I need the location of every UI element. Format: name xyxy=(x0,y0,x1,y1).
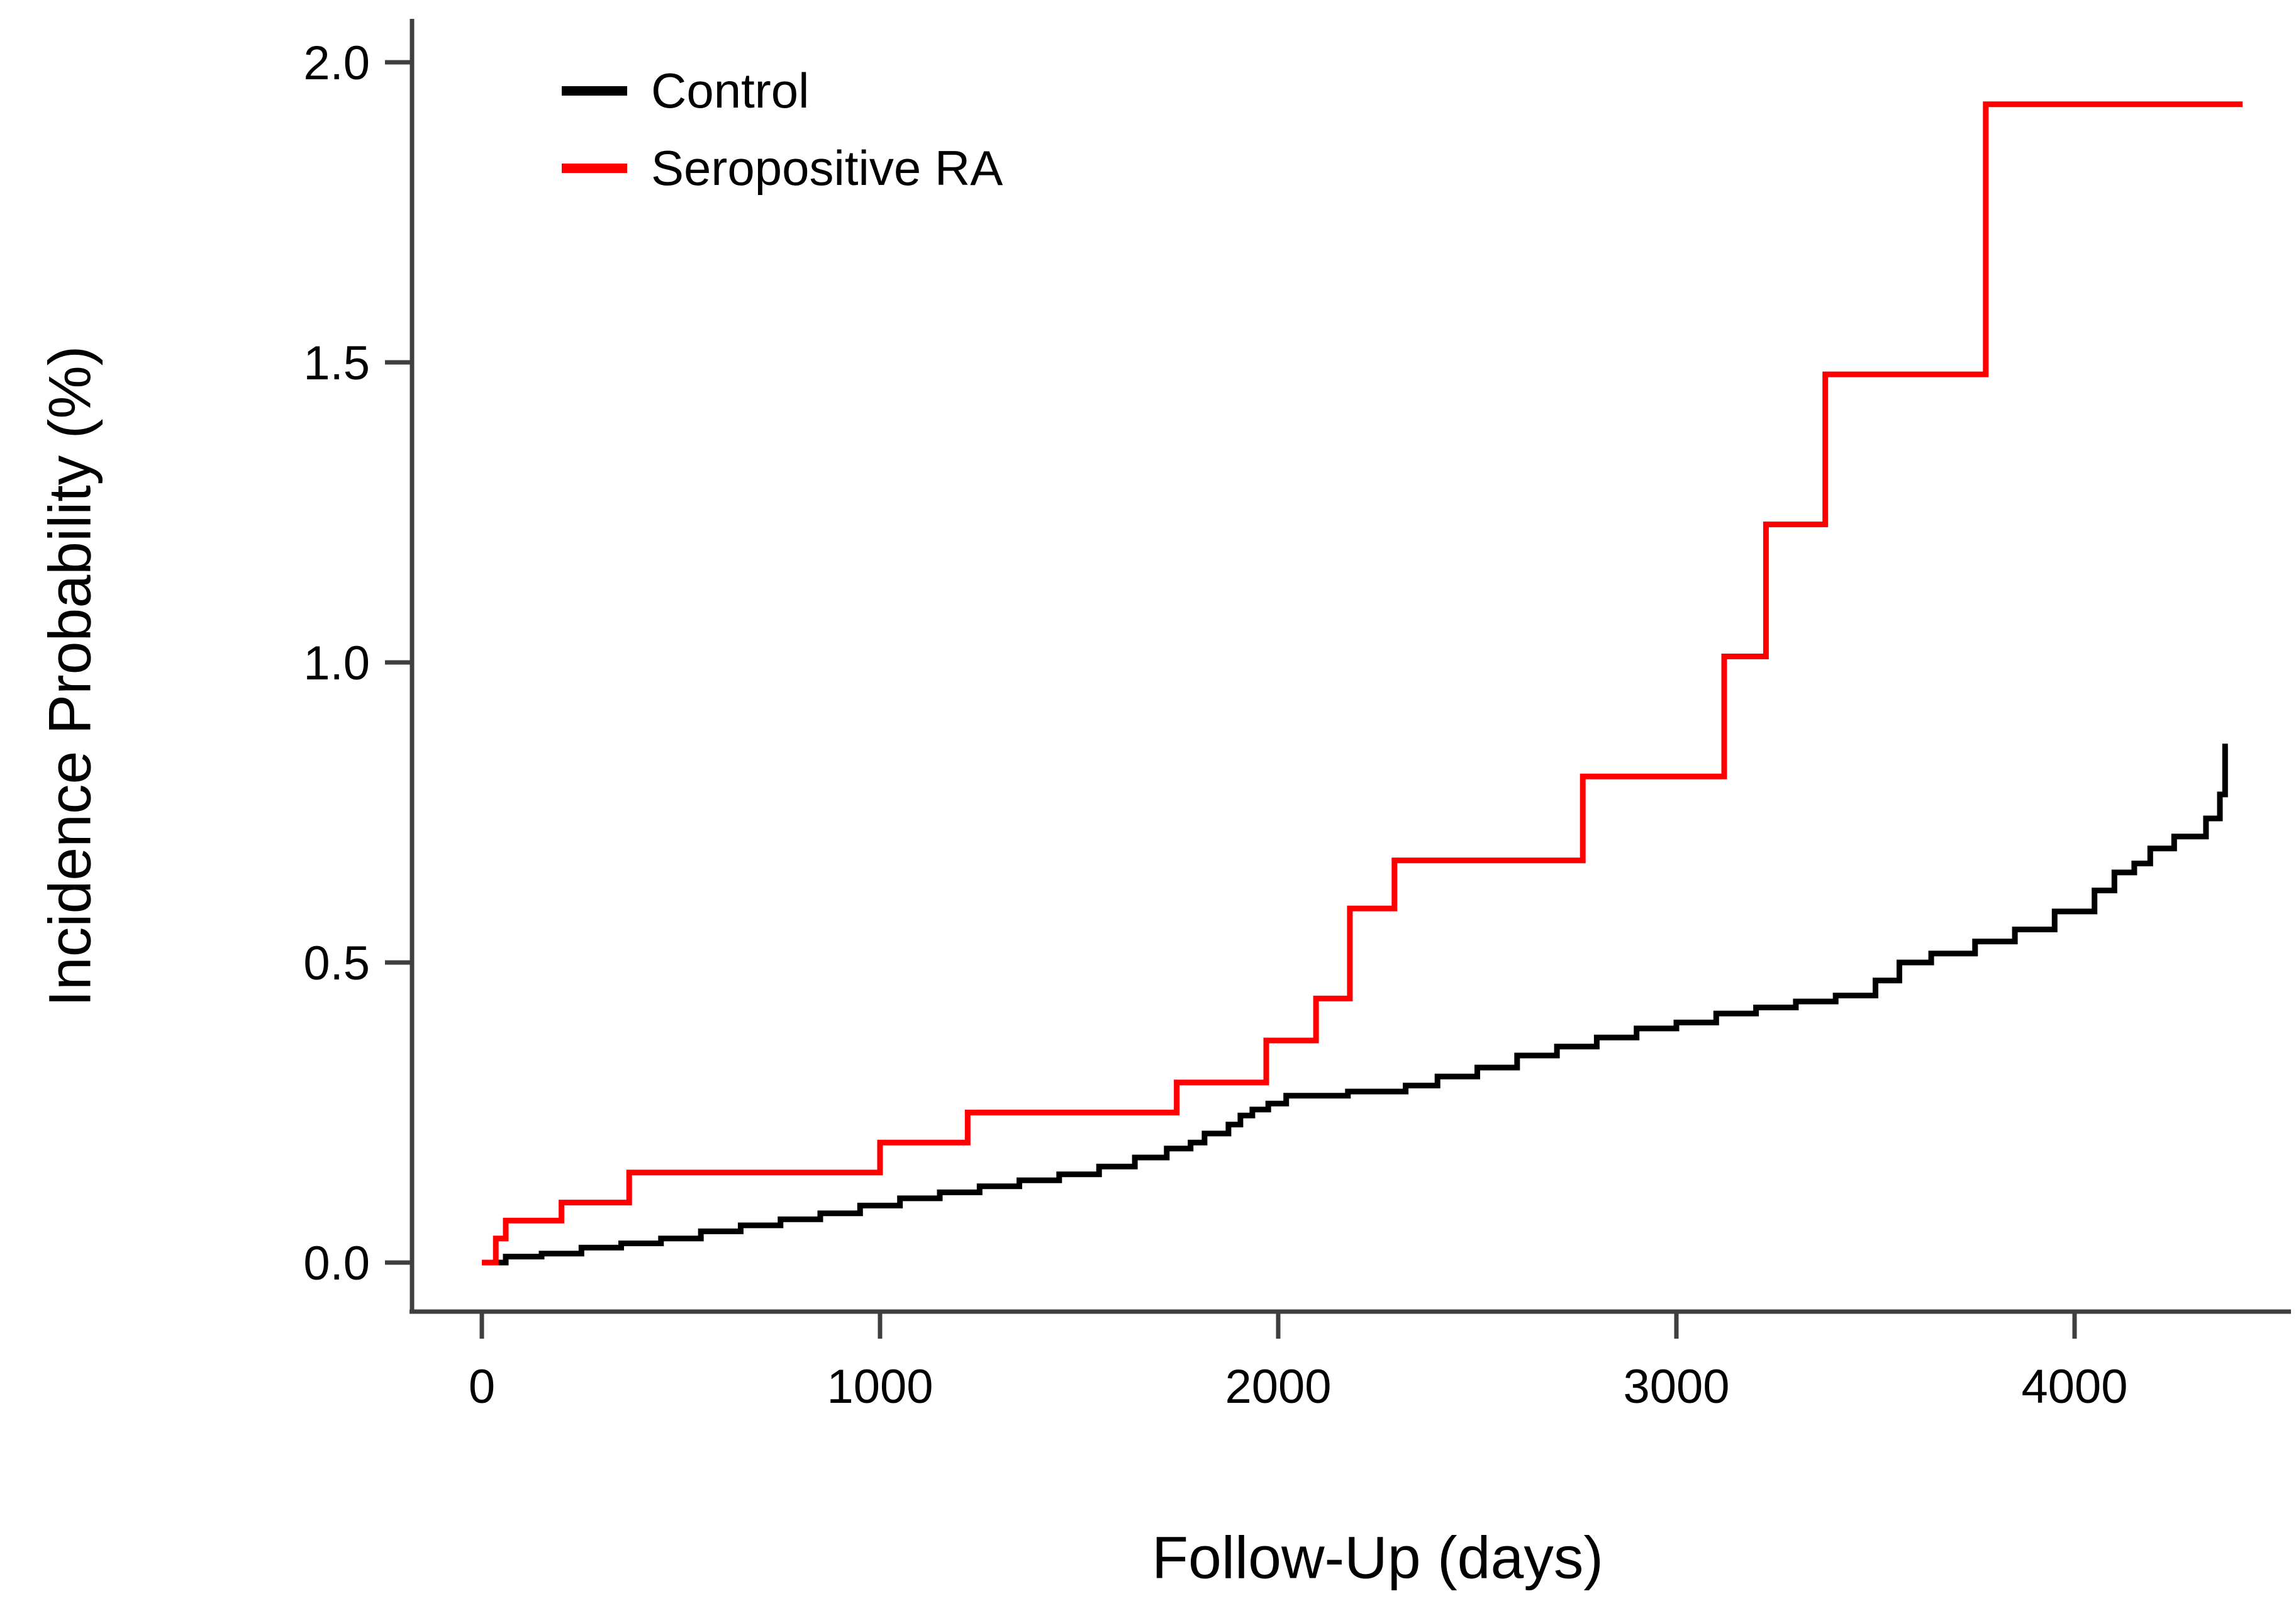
x-tick-label: 2000 xyxy=(1225,1360,1331,1414)
x-tick-label: 0 xyxy=(469,1360,495,1414)
y-tick-label: 0.5 xyxy=(303,937,370,990)
legend-label-control: Control xyxy=(651,63,810,118)
x-tick-label: 3000 xyxy=(1623,1360,1729,1414)
curves xyxy=(482,101,2243,1266)
x-tick-label: 1000 xyxy=(827,1360,933,1414)
x-axis-title: Follow-Up (days) xyxy=(1152,1524,1603,1592)
y-tick-label: 1.0 xyxy=(303,637,370,690)
legend-line-control xyxy=(562,86,627,96)
axis-ticks xyxy=(385,60,2077,1339)
axis-tick-labels: 0.0 0.5 1.0 1.5 2.0 0 1000 2000 3000 4000 xyxy=(303,36,2127,1414)
legend-item-seropositive-ra: Seropositive RA xyxy=(562,143,1003,192)
axes xyxy=(410,19,2291,1314)
y-tick-label: 2.0 xyxy=(303,36,370,90)
legend-item-control: Control xyxy=(562,66,809,115)
curve-control xyxy=(482,744,2228,1266)
x-tick-label: 4000 xyxy=(2021,1360,2127,1414)
curve-seropositive-ra xyxy=(482,101,2243,1266)
y-tick-label: 1.5 xyxy=(303,337,370,390)
legend-label-seropositive-ra: Seropositive RA xyxy=(651,140,1003,196)
y-axis-title: Incidence Probability (%) xyxy=(36,345,104,1007)
legend-line-seropositive-ra xyxy=(562,163,627,173)
y-tick-label: 0.0 xyxy=(303,1237,370,1290)
